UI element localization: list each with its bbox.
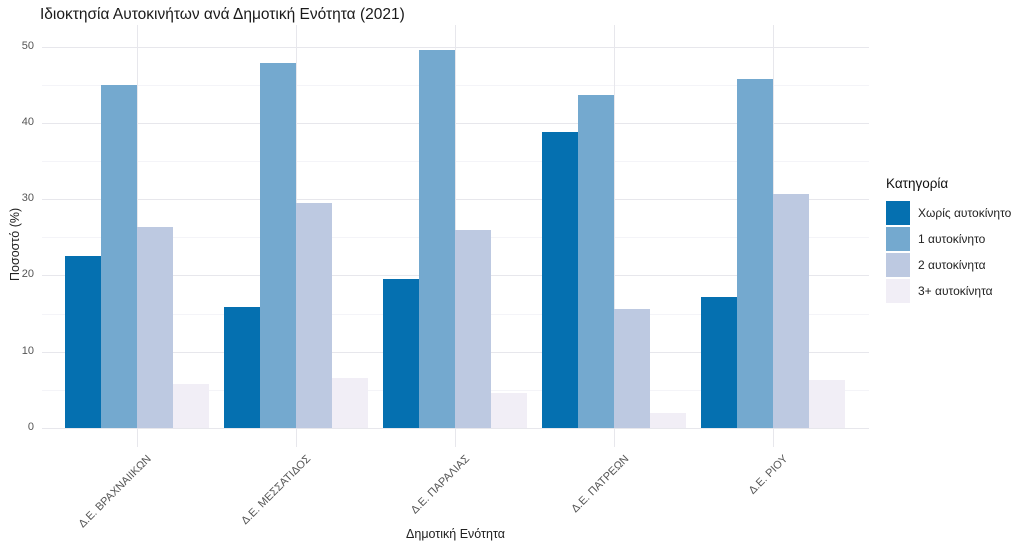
y-tick-label: 50 (21, 39, 34, 52)
x-tick-label: Δ.Ε. ΡΙΟΥ (746, 453, 790, 497)
bar (383, 279, 420, 428)
legend-title: Κατηγορία (886, 176, 949, 191)
x-tick-label: Δ.Ε. ΜΕΣΣΑΤΙΔΟΣ (238, 453, 313, 528)
legend-swatch (886, 253, 910, 277)
bar (419, 49, 456, 428)
bar (650, 412, 687, 428)
legend-swatch (886, 279, 910, 303)
bar (260, 62, 297, 428)
legend-item: Χωρίς αυτοκίνητο (886, 200, 1022, 226)
legend-item-label: Χωρίς αυτοκίνητο (918, 206, 1012, 220)
bar (773, 193, 810, 428)
legend-item: 2 αυτοκίνητα (886, 252, 1022, 278)
x-tick-label: Δ.Ε. ΒΡΑΧΝΑΙΙΚΩΝ (76, 453, 154, 531)
x-tick-label: Δ.Ε. ΠΑΡΑΛΙΑΣ (408, 453, 472, 517)
bar (701, 296, 738, 428)
legend-item-label: 2 αυτοκίνητα (918, 258, 986, 272)
bar (491, 392, 528, 428)
chart-title: Ιδιοκτησία Αυτοκινήτων ανά Δημοτική Ενότ… (40, 6, 405, 23)
bar (809, 379, 846, 428)
bar (542, 131, 579, 428)
y-tick-label: 20 (21, 268, 34, 281)
y-axis-title: Ποσοστό (%) (8, 207, 22, 281)
legend-swatch (886, 201, 910, 225)
legend: Κατηγορία Χωρίς αυτοκίνητο 1 αυτοκίνητο 2 … (886, 176, 1022, 304)
gridline-vertical (614, 25, 616, 447)
bar (737, 79, 774, 428)
bar (296, 202, 333, 428)
bar (137, 226, 174, 428)
bar (224, 306, 261, 428)
y-tick-label: 10 (21, 344, 34, 357)
legend-item: 1 αυτοκίνητο (886, 226, 1022, 252)
bar (614, 308, 651, 428)
bar (65, 256, 102, 428)
y-tick-label: 30 (21, 192, 34, 205)
legend-swatch (886, 227, 910, 251)
bar (173, 383, 210, 428)
plot-panel: 0 10 20 30 40 50 Δ.Ε. ΒΡΑΧΝΑΙΙΚΩΝ Δ.Ε. ΜΕΣΣΑΤΙΔ… (22, 25, 869, 530)
x-tick-label: Δ.Ε. ΠΑΤΡΕΩΝ (568, 453, 631, 516)
legend-item-label: 3+ αυτοκίνητα (918, 284, 993, 298)
x-axis-title: Δημοτική Ενότητα (406, 527, 505, 541)
bar (578, 95, 615, 428)
y-tick-label: 0 (27, 421, 34, 433)
bar (101, 84, 138, 428)
legend-item-label: 1 αυτοκίνητο (918, 232, 986, 246)
y-tick-label: 40 (21, 115, 34, 128)
legend-item: 3+ αυτοκίνητα (886, 278, 1022, 304)
legend-items: Χωρίς αυτοκίνητο 1 αυτοκίνητο 2 αυτοκίνητα… (886, 200, 1022, 304)
bar (455, 229, 492, 428)
bar (332, 377, 369, 428)
